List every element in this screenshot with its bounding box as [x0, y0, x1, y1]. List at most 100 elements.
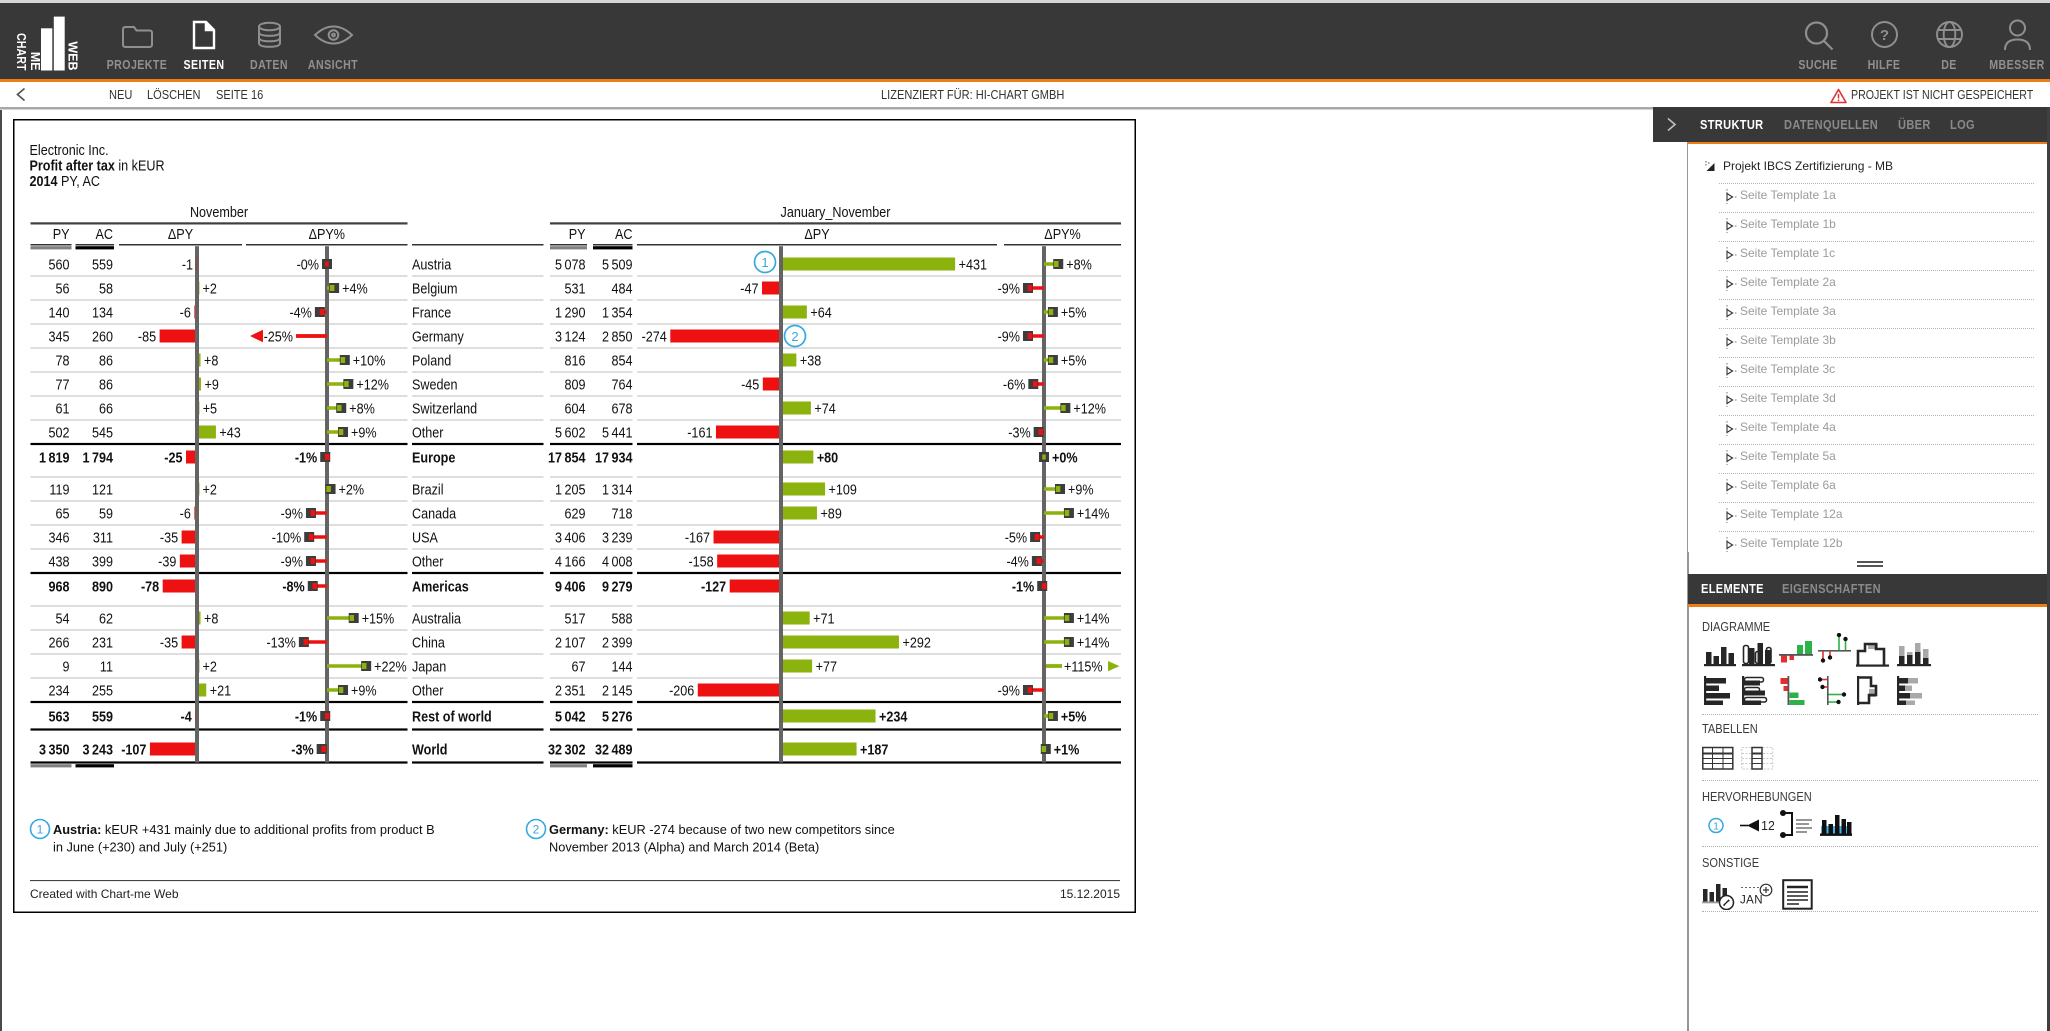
- svg-text:Other: Other: [412, 681, 444, 698]
- svg-text:121: 121: [92, 480, 113, 497]
- svg-text:Created with Chart-me Web: Created with Chart-me Web: [30, 887, 179, 901]
- svg-text:-107: -107: [121, 740, 146, 757]
- svg-text:+5%: +5%: [1061, 303, 1087, 320]
- svg-text:399: 399: [92, 552, 113, 569]
- svg-text:588: 588: [611, 609, 632, 626]
- svg-text:Japan: Japan: [412, 657, 446, 674]
- svg-text:-25: -25: [164, 448, 182, 465]
- svg-text:-9%: -9%: [281, 552, 303, 569]
- svg-text:563: 563: [48, 707, 69, 724]
- svg-text:+431: +431: [959, 255, 988, 272]
- svg-text:+1%: +1%: [1054, 740, 1080, 757]
- svg-text:32 302: 32 302: [548, 740, 586, 757]
- svg-text:86: 86: [99, 375, 113, 392]
- svg-text:17 934: 17 934: [595, 448, 633, 465]
- svg-text:629: 629: [564, 504, 585, 521]
- svg-text:+77: +77: [816, 657, 837, 674]
- svg-text:2 351: 2 351: [555, 681, 586, 698]
- svg-text:JAN: JAN: [1740, 895, 1763, 907]
- svg-text:-35: -35: [160, 633, 178, 650]
- svg-text:15.12.2015: 15.12.2015: [1060, 887, 1120, 901]
- svg-text:-9%: -9%: [281, 504, 303, 521]
- svg-text:1 794: 1 794: [82, 448, 113, 465]
- svg-text:+74: +74: [814, 399, 836, 416]
- svg-text:65: 65: [55, 504, 69, 521]
- svg-text:+12%: +12%: [356, 375, 389, 392]
- svg-text:+9%: +9%: [351, 423, 377, 440]
- svg-text:-47: -47: [740, 279, 758, 296]
- svg-text:3 124: 3 124: [555, 327, 586, 344]
- svg-text:3 239: 3 239: [602, 528, 633, 545]
- svg-text:+9%: +9%: [351, 681, 377, 698]
- svg-text:+89: +89: [820, 504, 842, 521]
- svg-text:November: November: [190, 203, 248, 220]
- svg-text:ΔPY: ΔPY: [168, 225, 193, 242]
- svg-text:AC: AC: [615, 225, 632, 242]
- svg-text:ΔPY: ΔPY: [804, 225, 829, 242]
- svg-text:1 290: 1 290: [555, 303, 586, 320]
- svg-text:67: 67: [571, 657, 585, 674]
- svg-text:Electronic Inc.: Electronic Inc.: [30, 141, 109, 158]
- svg-text:+8: +8: [204, 351, 219, 368]
- svg-text:9 279: 9 279: [602, 577, 633, 594]
- svg-text:2 850: 2 850: [602, 327, 633, 344]
- svg-text:Poland: Poland: [412, 351, 451, 368]
- svg-text:-6%: -6%: [1003, 375, 1025, 392]
- svg-text:+109: +109: [829, 480, 858, 497]
- svg-text:Sweden: Sweden: [412, 375, 458, 392]
- svg-text:-5%: -5%: [1005, 528, 1027, 545]
- svg-text:+2: +2: [203, 279, 217, 296]
- svg-text:4 166: 4 166: [555, 552, 586, 569]
- svg-text:+14%: +14%: [1077, 609, 1110, 626]
- svg-text:Australia: Australia: [412, 609, 461, 626]
- svg-text:+64: +64: [810, 303, 832, 320]
- svg-text:140: 140: [48, 303, 69, 320]
- svg-text:718: 718: [611, 504, 632, 521]
- svg-text:+14%: +14%: [1077, 504, 1110, 521]
- svg-text:-39: -39: [158, 552, 176, 569]
- svg-text:+14%: +14%: [1077, 633, 1110, 650]
- svg-text:-274: -274: [642, 327, 667, 344]
- svg-text:+38: +38: [800, 351, 822, 368]
- svg-text:-206: -206: [669, 681, 694, 698]
- svg-text:-161: -161: [687, 423, 712, 440]
- svg-text:-4: -4: [181, 707, 192, 724]
- svg-text:1: 1: [37, 823, 44, 837]
- svg-text:78: 78: [55, 351, 69, 368]
- svg-text:61: 61: [55, 399, 69, 416]
- svg-text:1: 1: [1713, 821, 1719, 833]
- svg-text:Other: Other: [412, 423, 444, 440]
- svg-text:62: 62: [99, 609, 113, 626]
- svg-text:+115%: +115%: [1064, 657, 1103, 674]
- svg-text:5 602: 5 602: [555, 423, 586, 440]
- svg-text:Other: Other: [412, 552, 444, 569]
- svg-text:531: 531: [564, 279, 585, 296]
- svg-text:-9%: -9%: [998, 279, 1020, 296]
- svg-text:9: 9: [62, 657, 69, 674]
- svg-text:484: 484: [611, 279, 632, 296]
- svg-text:January_November: January_November: [781, 203, 891, 220]
- svg-text:144: 144: [611, 657, 632, 674]
- svg-text:+22%: +22%: [374, 657, 407, 674]
- svg-text:3 243: 3 243: [82, 740, 113, 757]
- svg-text:345: 345: [48, 327, 69, 344]
- svg-text:2014 PY, AC: 2014 PY, AC: [30, 172, 101, 189]
- svg-text:Profit after tax in kEUR: Profit after tax in kEUR: [30, 156, 165, 173]
- svg-text:+4%: +4%: [342, 279, 368, 296]
- svg-text:PY: PY: [53, 225, 70, 242]
- svg-text:+8%: +8%: [349, 399, 375, 416]
- svg-text:255: 255: [92, 681, 113, 698]
- svg-text:-9%: -9%: [998, 327, 1020, 344]
- svg-text:ΔPY%: ΔPY%: [1044, 225, 1080, 242]
- svg-text:China: China: [412, 633, 445, 650]
- svg-text:854: 854: [611, 351, 632, 368]
- svg-text:2: 2: [533, 823, 540, 837]
- svg-text:59: 59: [99, 504, 113, 521]
- svg-text:Europe: Europe: [412, 448, 456, 465]
- svg-text:+5%: +5%: [1061, 707, 1087, 724]
- svg-text:ME: ME: [28, 52, 42, 71]
- svg-text:+12%: +12%: [1073, 399, 1106, 416]
- svg-text:502: 502: [48, 423, 69, 440]
- svg-text:2 399: 2 399: [602, 633, 633, 650]
- svg-text:559: 559: [92, 707, 113, 724]
